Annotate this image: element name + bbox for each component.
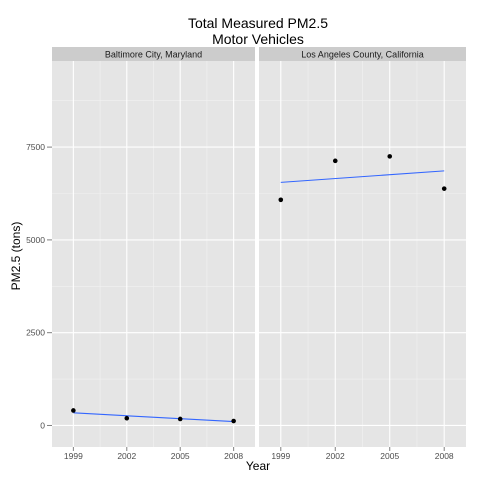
data-point [278, 197, 284, 203]
x-tick-label: 2008 [435, 451, 454, 461]
data-point [124, 415, 130, 421]
data-point [71, 408, 76, 413]
y-tick-label: 5000 [26, 235, 45, 245]
x-tick-label: 2005 [380, 451, 399, 461]
x-tick-label: 2002 [326, 451, 345, 461]
data-point [441, 186, 447, 191]
chart-subtitle: Motor Vehicles [212, 31, 304, 47]
x-tick-label: 1999 [64, 451, 83, 461]
x-tick-label: 2002 [117, 451, 136, 461]
y-tick-label: 0 [40, 420, 45, 430]
y-axis-title: PM2.5 (tons) [9, 222, 23, 291]
facet-strip [52, 47, 255, 61]
x-tick-label: 1999 [271, 451, 290, 461]
x-tick-label: 2008 [224, 451, 243, 461]
data-point [177, 416, 183, 422]
facet-strip-label: Baltimore City, Maryland [105, 50, 202, 60]
plot-area: 0 2500 5000 7500 Baltimore City, Maryland 199… [26, 47, 466, 461]
data-point [231, 418, 236, 424]
chart-title: Total Measured PM2.5 [188, 15, 328, 31]
trend-line [280, 170, 445, 183]
trend-line [73, 412, 234, 423]
facet-strip-label: Los Angeles County, California [301, 50, 423, 60]
y-tick-label: 2500 [26, 328, 45, 338]
x-tick-label: 2005 [171, 451, 190, 461]
y-tick-label: 7500 [26, 142, 45, 152]
x-axis-title: Year [246, 459, 270, 473]
facet-strip [259, 47, 466, 61]
data-point [387, 154, 393, 159]
data-point [332, 158, 338, 164]
